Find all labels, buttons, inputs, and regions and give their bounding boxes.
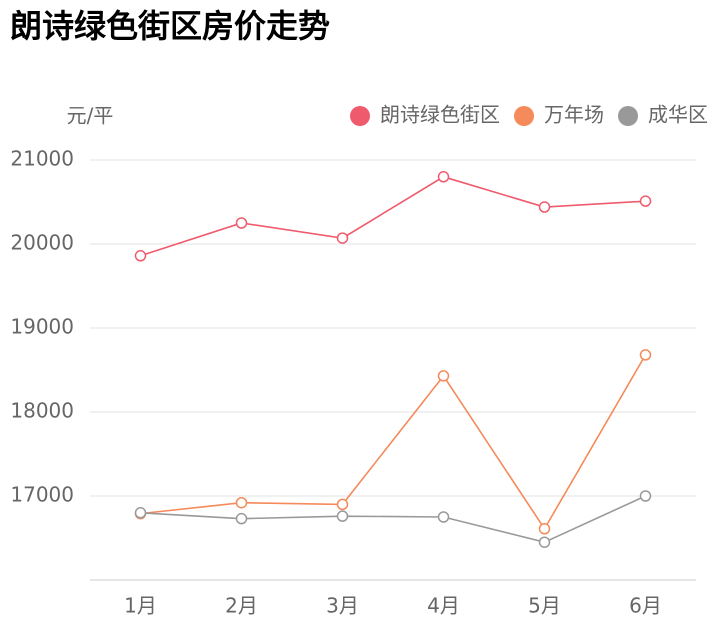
x-tick-label: 2月 bbox=[225, 594, 258, 618]
y-tick-label: 21000 bbox=[10, 147, 74, 171]
data-point bbox=[134, 507, 147, 519]
data-point bbox=[336, 510, 349, 522]
data-point bbox=[336, 498, 349, 511]
y-tick-label: 17000 bbox=[10, 483, 74, 507]
data-point bbox=[639, 195, 652, 207]
y-axis-label: 元/平 bbox=[67, 104, 114, 128]
x-tick-label: 4月 bbox=[427, 594, 460, 618]
data-point bbox=[336, 232, 349, 244]
series-line bbox=[140, 354, 647, 531]
data-point bbox=[538, 536, 551, 548]
series-line bbox=[140, 175, 646, 257]
legend-label: 朗诗绿色街区 bbox=[380, 103, 500, 127]
x-tick-label: 5月 bbox=[528, 594, 561, 618]
data-point bbox=[235, 512, 248, 525]
y-tick-label: 18000 bbox=[10, 399, 74, 423]
data-point bbox=[437, 511, 450, 523]
y-tick-label: 20000 bbox=[10, 231, 74, 255]
x-tick-label: 6月 bbox=[629, 594, 662, 618]
data-point bbox=[437, 370, 450, 382]
y-tick-label: 19000 bbox=[10, 315, 74, 339]
x-tick-label: 1月 bbox=[124, 594, 157, 618]
legend-label: 成华区 bbox=[648, 103, 708, 127]
data-point bbox=[235, 496, 248, 509]
data-point bbox=[639, 349, 652, 361]
legend-marker bbox=[618, 106, 638, 126]
data-point bbox=[639, 490, 652, 502]
x-tick-label: 3月 bbox=[326, 594, 359, 618]
chart-title: 朗诗绿色街区房价走势 bbox=[10, 7, 330, 45]
data-point bbox=[538, 523, 551, 535]
data-point bbox=[437, 171, 450, 183]
legend-marker bbox=[514, 106, 534, 126]
data-point bbox=[134, 250, 147, 262]
legend-label: 万年场 bbox=[544, 103, 604, 127]
data-point bbox=[538, 201, 551, 213]
data-point bbox=[235, 217, 248, 229]
legend-marker bbox=[350, 106, 370, 126]
series-line bbox=[140, 495, 646, 544]
